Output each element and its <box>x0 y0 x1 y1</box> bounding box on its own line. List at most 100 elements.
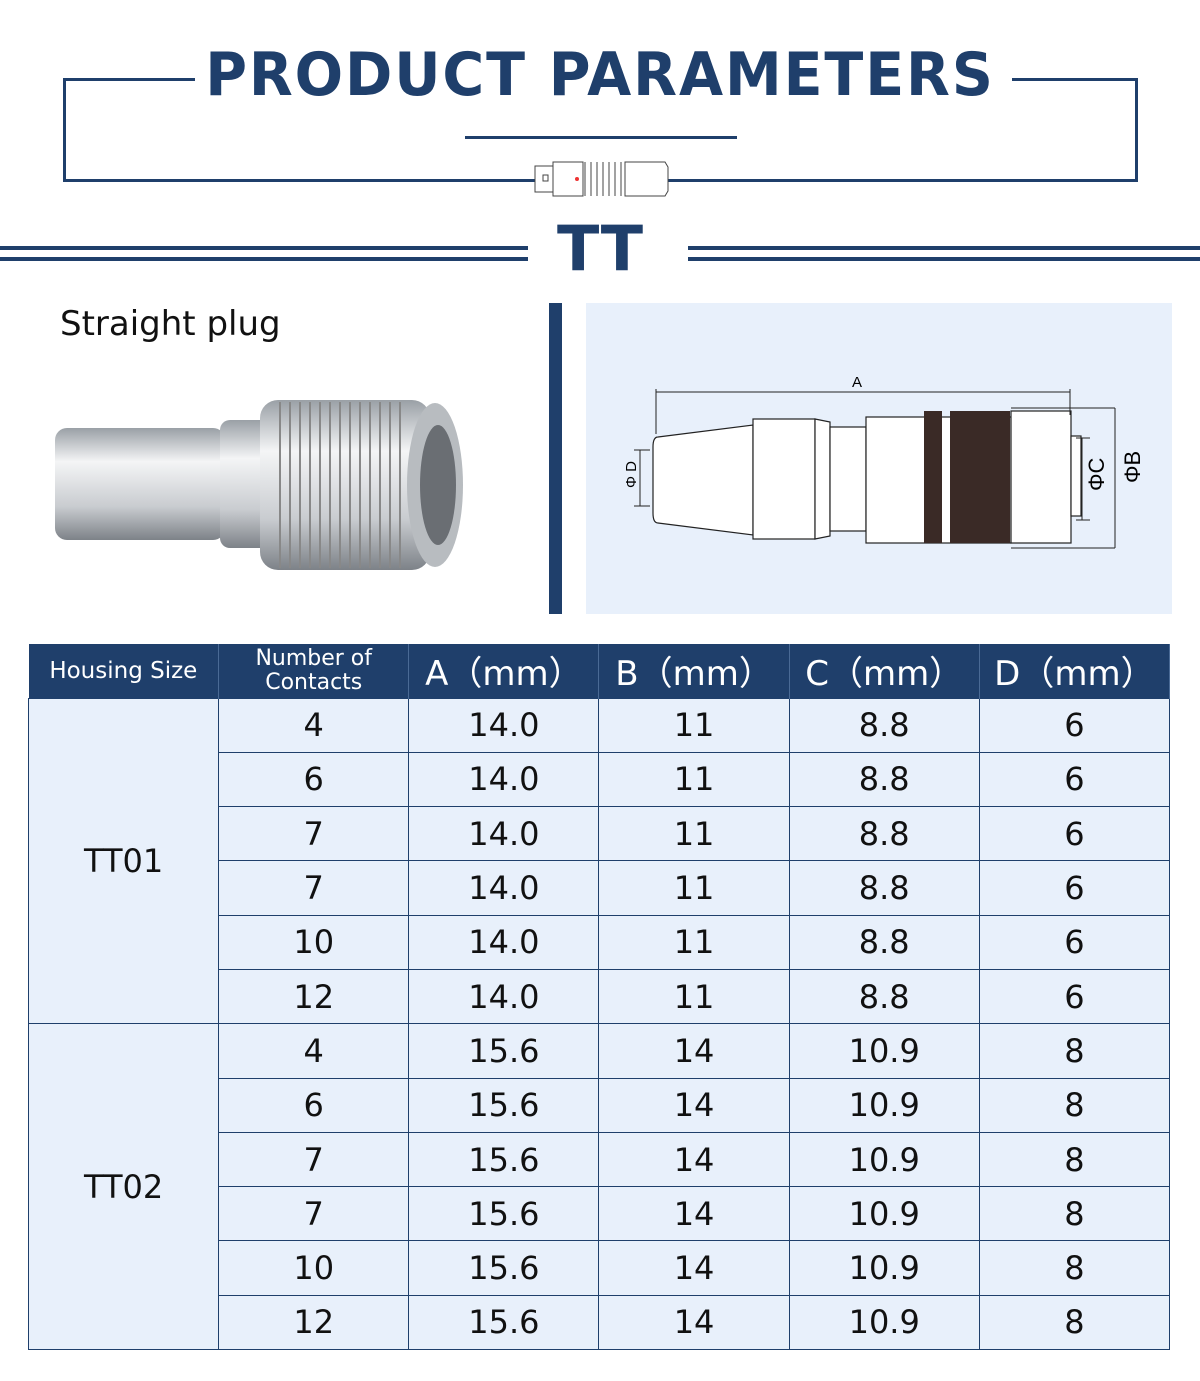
d-cell: 6 <box>978 697 1171 753</box>
contacts-cell: 7 <box>218 860 410 916</box>
a-cell: 15.6 <box>408 1023 600 1079</box>
header-b: B（mm） <box>598 644 790 698</box>
frame-line <box>63 179 535 182</box>
table-row: 10 15.6 14 10.9 8 <box>29 1240 1171 1296</box>
parameters-table: Housing Size Number of Contacts A（mm） B（… <box>27 644 1171 1351</box>
c-cell: 10.9 <box>788 1131 980 1188</box>
table-row: 12 14.0 11 8.8 6 <box>29 968 1171 1025</box>
frame-line <box>668 179 1138 182</box>
header-housing-size: Housing Size <box>28 644 220 698</box>
b-cell: 11 <box>598 751 790 808</box>
a-cell: 14.0 <box>408 697 600 753</box>
label-a: A <box>852 374 862 391</box>
divider-line <box>0 257 528 261</box>
drawing-svg: A Φ D ΦC ΦB <box>623 374 1145 549</box>
contacts-cell: 6 <box>218 1077 410 1133</box>
b-cell: 14 <box>598 1131 790 1188</box>
product-subtitle: Straight plug <box>60 304 281 344</box>
d-cell: 6 <box>978 751 1171 808</box>
b-cell: 11 <box>598 860 790 916</box>
c-cell: 8.8 <box>788 697 980 753</box>
header-c: C（mm） <box>789 644 980 698</box>
table-row: 7 14.0 11 8.8 6 <box>29 806 1171 862</box>
d-cell: 6 <box>978 914 1171 970</box>
label-d: Φ D <box>623 461 640 488</box>
frame-line <box>63 78 195 81</box>
contacts-cell: 4 <box>218 697 410 753</box>
divider-line <box>0 246 528 250</box>
frame-line <box>1012 78 1138 81</box>
c-cell: 10.9 <box>788 1023 980 1079</box>
contacts-cell: 7 <box>218 1186 410 1242</box>
vertical-divider <box>549 303 562 614</box>
divider-line <box>688 257 1200 261</box>
title-underline <box>465 136 737 139</box>
d-cell: 8 <box>978 1131 1171 1188</box>
a-cell: 14.0 <box>408 968 600 1025</box>
d-cell: 6 <box>978 806 1171 862</box>
contacts-cell: 6 <box>218 751 410 808</box>
frame-line <box>1135 78 1138 182</box>
series-title: TT <box>556 212 643 285</box>
header-d: D（mm） <box>979 644 1171 698</box>
b-cell: 11 <box>598 697 790 753</box>
b-cell: 14 <box>598 1077 790 1133</box>
contacts-cell: 4 <box>218 1023 410 1079</box>
c-cell: 10.9 <box>788 1077 980 1133</box>
a-cell: 15.6 <box>408 1186 600 1242</box>
label-b: ΦB <box>1120 451 1145 483</box>
c-cell: 8.8 <box>788 751 980 808</box>
c-cell: 10.9 <box>788 1294 980 1351</box>
table-row: 7 15.6 14 10.9 8 <box>29 1131 1171 1188</box>
c-cell: 10.9 <box>788 1186 980 1242</box>
table-row: 10 14.0 11 8.8 6 <box>29 914 1171 970</box>
a-cell: 14.0 <box>408 860 600 916</box>
c-cell: 8.8 <box>788 968 980 1025</box>
table-row: 12 15.6 14 10.9 8 <box>29 1294 1171 1351</box>
d-cell: 6 <box>978 968 1171 1025</box>
dimension-drawing: A Φ D ΦC ΦB <box>586 303 1172 614</box>
d-cell: 8 <box>978 1186 1171 1242</box>
table-row: 7 14.0 11 8.8 6 <box>29 860 1171 916</box>
b-cell: 14 <box>598 1186 790 1242</box>
contacts-cell: 12 <box>218 968 410 1025</box>
contacts-cell: 7 <box>218 1131 410 1188</box>
housing-size-cell: TT01 <box>27 697 220 1025</box>
a-cell: 15.6 <box>408 1131 600 1188</box>
a-cell: 14.0 <box>408 806 600 862</box>
a-cell: 15.6 <box>408 1294 600 1351</box>
divider-line <box>688 246 1200 250</box>
header-contacts: Number of Contacts <box>218 644 410 698</box>
contacts-cell: 10 <box>218 914 410 970</box>
b-cell: 11 <box>598 914 790 970</box>
product-photo <box>55 400 463 570</box>
c-cell: 8.8 <box>788 806 980 862</box>
b-cell: 11 <box>598 968 790 1025</box>
b-cell: 14 <box>598 1240 790 1296</box>
a-cell: 14.0 <box>408 751 600 808</box>
connector-icon <box>534 161 669 197</box>
b-cell: 14 <box>598 1023 790 1079</box>
label-c: ΦC <box>1084 457 1109 491</box>
b-cell: 11 <box>598 806 790 862</box>
contacts-cell: 10 <box>218 1240 410 1296</box>
a-cell: 14.0 <box>408 914 600 970</box>
d-cell: 6 <box>978 860 1171 916</box>
contacts-cell: 7 <box>218 806 410 862</box>
page-title: PRODUCT PARAMETERS <box>205 40 995 110</box>
b-cell: 14 <box>598 1294 790 1351</box>
housing-size-cell: TT02 <box>27 1023 220 1351</box>
contacts-cell: 12 <box>218 1294 410 1351</box>
c-cell: 10.9 <box>788 1240 980 1296</box>
c-cell: 8.8 <box>788 860 980 916</box>
d-cell: 8 <box>978 1023 1171 1079</box>
d-cell: 8 <box>978 1294 1171 1351</box>
a-cell: 15.6 <box>408 1077 600 1133</box>
c-cell: 8.8 <box>788 914 980 970</box>
table-row: TT01 4 14.0 11 8.8 6 <box>27 697 1171 1025</box>
d-cell: 8 <box>978 1077 1171 1133</box>
table-header: Housing Size Number of Contacts A（mm） B（… <box>28 644 1171 698</box>
header-a: A（mm） <box>408 644 600 698</box>
table-row: 6 15.6 14 10.9 8 <box>29 1077 1171 1133</box>
table-row: 6 14.0 11 8.8 6 <box>29 751 1171 808</box>
